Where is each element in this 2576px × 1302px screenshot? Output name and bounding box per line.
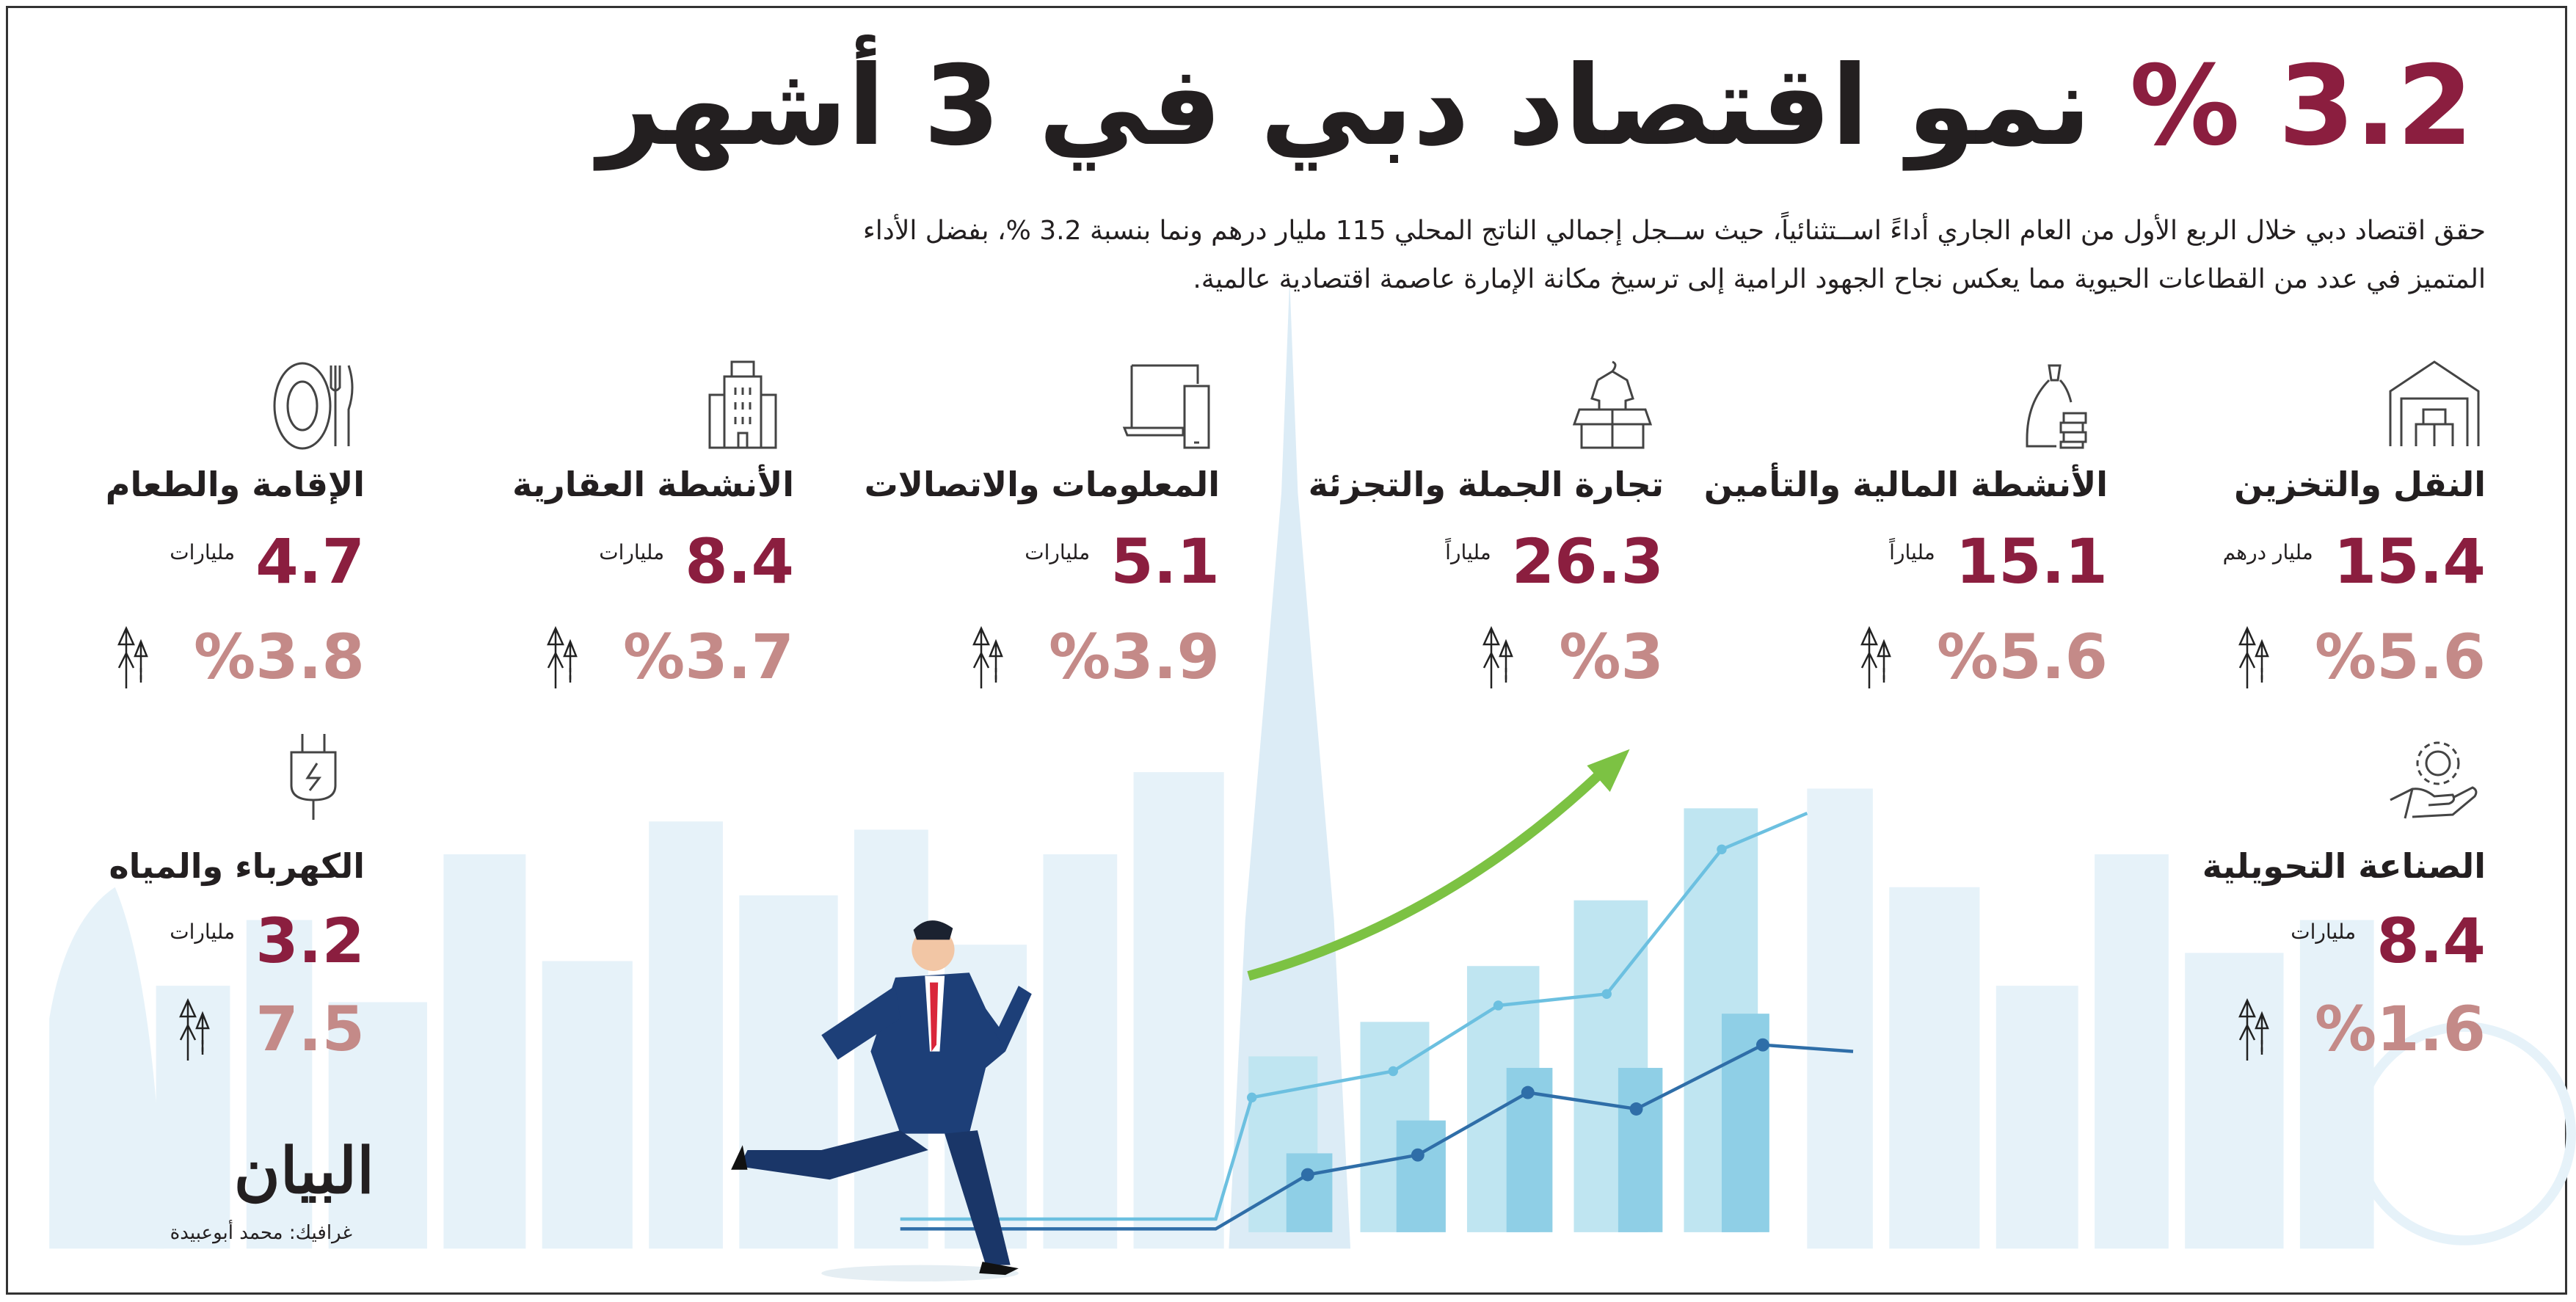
sector-growth-row: %3.9	[968, 620, 1220, 694]
sector-value-row: 8.4 مليارات	[2291, 904, 2486, 978]
sector-label: تجارة الجملة والتجزئة	[1308, 465, 1664, 504]
sector-unit: مليارات	[2291, 920, 2357, 944]
sector-value: 3.2	[255, 905, 365, 977]
sector-value-row: 4.7 مليارات	[170, 525, 365, 598]
businessman-illustration	[731, 920, 1032, 1282]
growth-arrows-icon	[2238, 997, 2269, 1061]
intro-paragraph: حقق اقتصاد دبي خلال الربع الأول من العام…	[115, 207, 2486, 304]
sector-growth: %3	[1559, 621, 1664, 693]
growth-arrows-icon	[1482, 625, 1514, 688]
sector-unit: مليارات	[170, 920, 236, 944]
sector-unit: ملياراً	[1445, 540, 1491, 564]
sector-growth: %5.6	[2315, 621, 2486, 693]
sector-value-row: 26.3 ملياراً	[1445, 525, 1664, 598]
growth-arrows-icon	[547, 625, 578, 688]
page-title: 3.2 % نمو اقتصاد دبي في 3 أشهر	[597, 37, 2475, 176]
sector-value-row: 3.2 مليارات	[170, 904, 365, 978]
sector-unit: مليارات	[170, 540, 236, 564]
laptop-phone-icon	[1122, 364, 1210, 449]
sector-value-row: 15.4 مليار درهم	[2223, 525, 2486, 598]
title-text: نمو اقتصاد دبي في 3 أشهر	[597, 43, 2093, 170]
trend-line-light	[900, 811, 1808, 1221]
growth-arrows-icon	[1860, 625, 1891, 688]
sector-growth-row: %3.7	[542, 620, 794, 694]
gear-hand-icon	[2390, 741, 2478, 819]
intro-line: المتميز في عدد من القطاعات الحيوية مما ي…	[1193, 264, 2486, 294]
growth-arrows-icon	[972, 625, 1003, 688]
sector-label: الصناعة التحويلية	[2202, 846, 2486, 886]
sector-label: الأنشطة المالية والتأمين	[1703, 465, 2108, 504]
sector-growth-row: %3.8	[113, 620, 365, 694]
sector-label: الإقامة والطعام	[105, 465, 365, 504]
sector-value: 8.4	[2376, 905, 2486, 977]
sector-unit: مليارات	[1025, 540, 1091, 564]
sector-value-row: 15.1 ملياراً	[1889, 525, 2108, 598]
sector-unit: مليار درهم	[2222, 540, 2313, 564]
sector-growth: %3.9	[1049, 621, 1220, 693]
growth-arrow-icon	[1247, 749, 1630, 981]
sector-label: الأنشطة العقارية	[512, 465, 794, 504]
sector-value: 15.4	[2333, 525, 2486, 597]
sector-value: 8.4	[685, 525, 794, 597]
sector-growth-row: 7.5	[175, 992, 365, 1066]
growth-arrows-icon	[117, 625, 148, 688]
sector-growth-row: %5.6	[1856, 620, 2108, 694]
sector-unit: مليارات	[599, 540, 665, 564]
intro-line: حقق اقتصاد دبي خلال الربع الأول من العام…	[862, 216, 2486, 246]
growth-bars	[1248, 808, 1769, 1232]
warehouse-icon	[2389, 360, 2480, 446]
sector-label: النقل والتخزين	[2234, 465, 2486, 504]
sector-growth: 7.5	[255, 993, 365, 1065]
infographic-frame	[6, 6, 2567, 1295]
title-highlight: 3.2 %	[2129, 43, 2475, 170]
sector-value: 26.3	[1511, 525, 1664, 597]
graphic-credit: غرافيك: محمد أبوعبيدة	[170, 1222, 352, 1244]
sector-value: 5.1	[1110, 525, 1220, 597]
building-icon	[708, 360, 777, 449]
growth-arrows-icon	[2238, 625, 2269, 688]
sector-value-row: 5.1 مليارات	[1025, 525, 1220, 598]
sector-unit: ملياراً	[1889, 540, 1935, 564]
albayan-logo: البيان	[233, 1134, 374, 1208]
sector-growth: %3.7	[623, 621, 794, 693]
shirt-box-icon	[1572, 360, 1653, 449]
sector-label: المعلومات والاتصالات	[864, 465, 1220, 504]
plate-cutlery-icon	[273, 362, 354, 450]
sector-value: 4.7	[255, 525, 365, 597]
money-bag-coins-icon	[2026, 364, 2087, 449]
sector-growth-row: %5.6	[2234, 620, 2486, 694]
growth-arrows-icon	[179, 997, 211, 1061]
power-plug-icon	[290, 734, 337, 820]
sector-growth-row: %1.6	[2234, 992, 2486, 1066]
sector-growth-row: %3	[1478, 620, 1664, 694]
sector-label: الكهرباء والمياه	[109, 846, 365, 886]
sector-value-row: 8.4 مليارات	[599, 525, 794, 598]
sector-growth: %1.6	[2315, 993, 2486, 1065]
sector-growth: %5.6	[1937, 621, 2108, 693]
sector-growth: %3.8	[194, 621, 365, 693]
sector-value: 15.1	[1955, 525, 2108, 597]
trend-line-dark	[900, 1043, 1854, 1231]
